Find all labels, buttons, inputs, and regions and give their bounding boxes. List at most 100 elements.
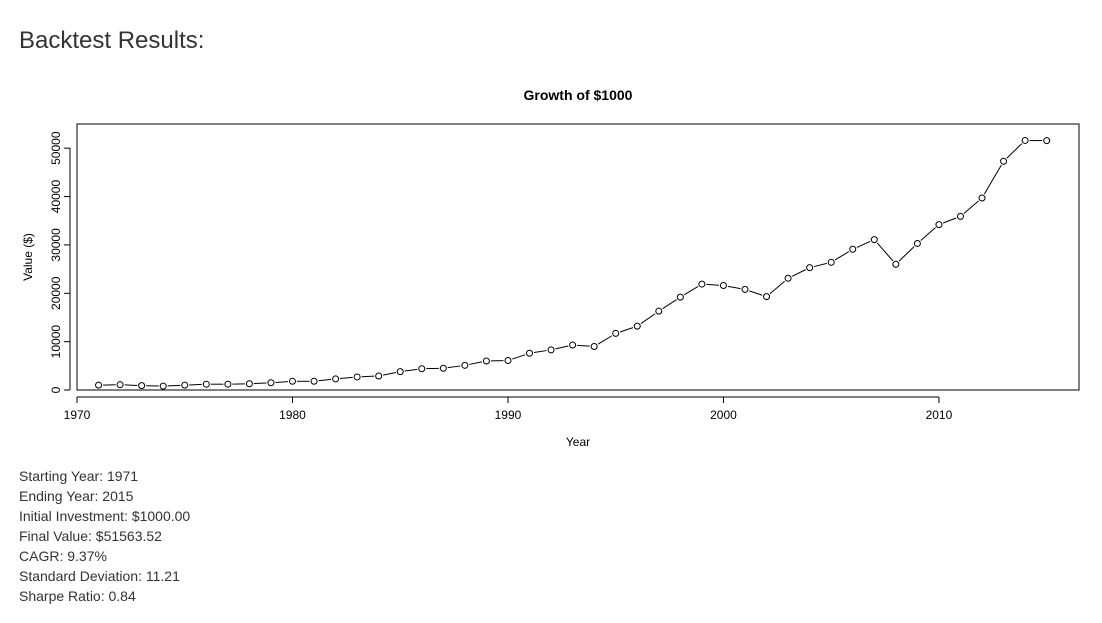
starting-year: Starting Year: 1971: [19, 468, 139, 484]
data-point: [956, 212, 964, 220]
growth-chart: Growth of $1000 1970 1980 1990 2000 2010 0 10…: [21, 87, 1080, 449]
data-point: [482, 357, 490, 365]
series-segment: [942, 217, 957, 224]
data-point: [633, 322, 641, 330]
series-segment: [382, 372, 396, 376]
x-tick-label: 2010: [926, 408, 953, 422]
y-tick-label: 50000: [49, 131, 63, 165]
stats-panel: Starting Year: 1971 Ending Year: 2015 In…: [19, 466, 190, 606]
y-tick-label: 20000: [49, 276, 63, 310]
series-segment: [640, 313, 656, 325]
series-segment: [124, 384, 138, 386]
x-axis: 1970 1980 1990 2000 2010: [64, 396, 953, 422]
series-segment: [189, 383, 202, 386]
data-point: [95, 381, 103, 389]
data-point: [267, 379, 275, 387]
series-segment: [834, 251, 850, 261]
series-segment: [898, 246, 915, 262]
data-point: [763, 293, 771, 301]
data-point: [116, 381, 124, 389]
data-point: [870, 236, 878, 244]
data-point: [353, 373, 361, 381]
series-segment: [769, 280, 785, 295]
data-point: [202, 380, 210, 388]
series-segment: [597, 335, 613, 345]
y-tick-label: 40000: [49, 180, 63, 214]
series-segment: [706, 283, 719, 286]
series-segment: [512, 354, 526, 360]
series-segment: [856, 240, 871, 248]
series-segment: [253, 382, 267, 385]
y-tick-label: 10000: [49, 325, 63, 359]
data-point: [159, 382, 167, 390]
y-tick-label: 30000: [49, 228, 63, 262]
page-title: Backtest Results:: [19, 27, 205, 54]
data-point: [1021, 136, 1029, 144]
series-segment: [361, 375, 375, 378]
sharpe-ratio: Sharpe Ratio: 0.84: [19, 588, 136, 604]
series-segment: [683, 285, 699, 296]
data-point: [245, 380, 253, 388]
x-tick-label: 1970: [64, 408, 91, 422]
series-segment: [727, 285, 741, 290]
final-value: Final Value: $51563.52: [19, 528, 162, 544]
series-segment: [167, 384, 181, 387]
series-segment: [404, 368, 418, 372]
data-point: [181, 381, 189, 389]
data-point: [590, 342, 598, 350]
y-axis: 0 10000 20000 30000 40000 50000: [49, 131, 71, 393]
x-tick-label: 1980: [279, 408, 306, 422]
initial-investment: Initial Investment: $1000.00: [19, 508, 191, 524]
data-point: [547, 346, 555, 354]
data-point: [935, 221, 943, 229]
x-tick-label: 1990: [495, 408, 522, 422]
series-segment: [533, 350, 547, 354]
data-point: [741, 285, 749, 293]
data-point: [827, 258, 835, 266]
data-point: [655, 307, 663, 315]
y-axis-label: Value ($): [21, 233, 35, 281]
series-segment: [555, 345, 569, 350]
series-segment: [447, 365, 461, 369]
series-layer: [95, 136, 1051, 390]
cagr: CAGR: 9.37%: [19, 548, 107, 564]
series-segment: [577, 344, 590, 347]
data-point: [526, 349, 534, 357]
series-segment: [876, 242, 894, 262]
data-point: [138, 382, 146, 390]
series-segment: [983, 164, 1002, 195]
plot-frame: [76, 123, 1080, 391]
series-segment: [275, 381, 289, 383]
data-point: [439, 364, 447, 372]
data-point: [849, 245, 857, 253]
series-segment: [619, 327, 634, 333]
data-point: [892, 260, 900, 268]
data-point: [224, 380, 232, 388]
x-tick-label: 2000: [710, 408, 737, 422]
data-point: [784, 274, 792, 282]
series-segment: [662, 299, 677, 310]
data-point: [612, 329, 620, 337]
data-point: [698, 280, 706, 288]
data-point: [1043, 137, 1051, 145]
data-point: [1000, 157, 1008, 165]
y-tick-label: 0: [49, 386, 63, 393]
data-point: [676, 293, 684, 301]
data-point: [418, 365, 426, 373]
standard-deviation: Standard Deviation: 11.21: [19, 568, 180, 584]
data-point: [396, 368, 404, 376]
ending-year: Ending Year: 2015: [19, 488, 134, 504]
series-segment: [318, 378, 332, 382]
data-point: [719, 282, 727, 290]
data-point: [806, 264, 814, 272]
series-segment: [340, 376, 353, 379]
data-point: [913, 239, 921, 247]
data-point: [375, 372, 383, 380]
data-point: [288, 377, 296, 385]
data-point: [978, 194, 986, 202]
series-segment: [749, 290, 763, 296]
series-segment: [813, 262, 827, 268]
data-point: [310, 377, 318, 385]
series-segment: [1006, 143, 1023, 159]
data-point: [332, 375, 340, 383]
